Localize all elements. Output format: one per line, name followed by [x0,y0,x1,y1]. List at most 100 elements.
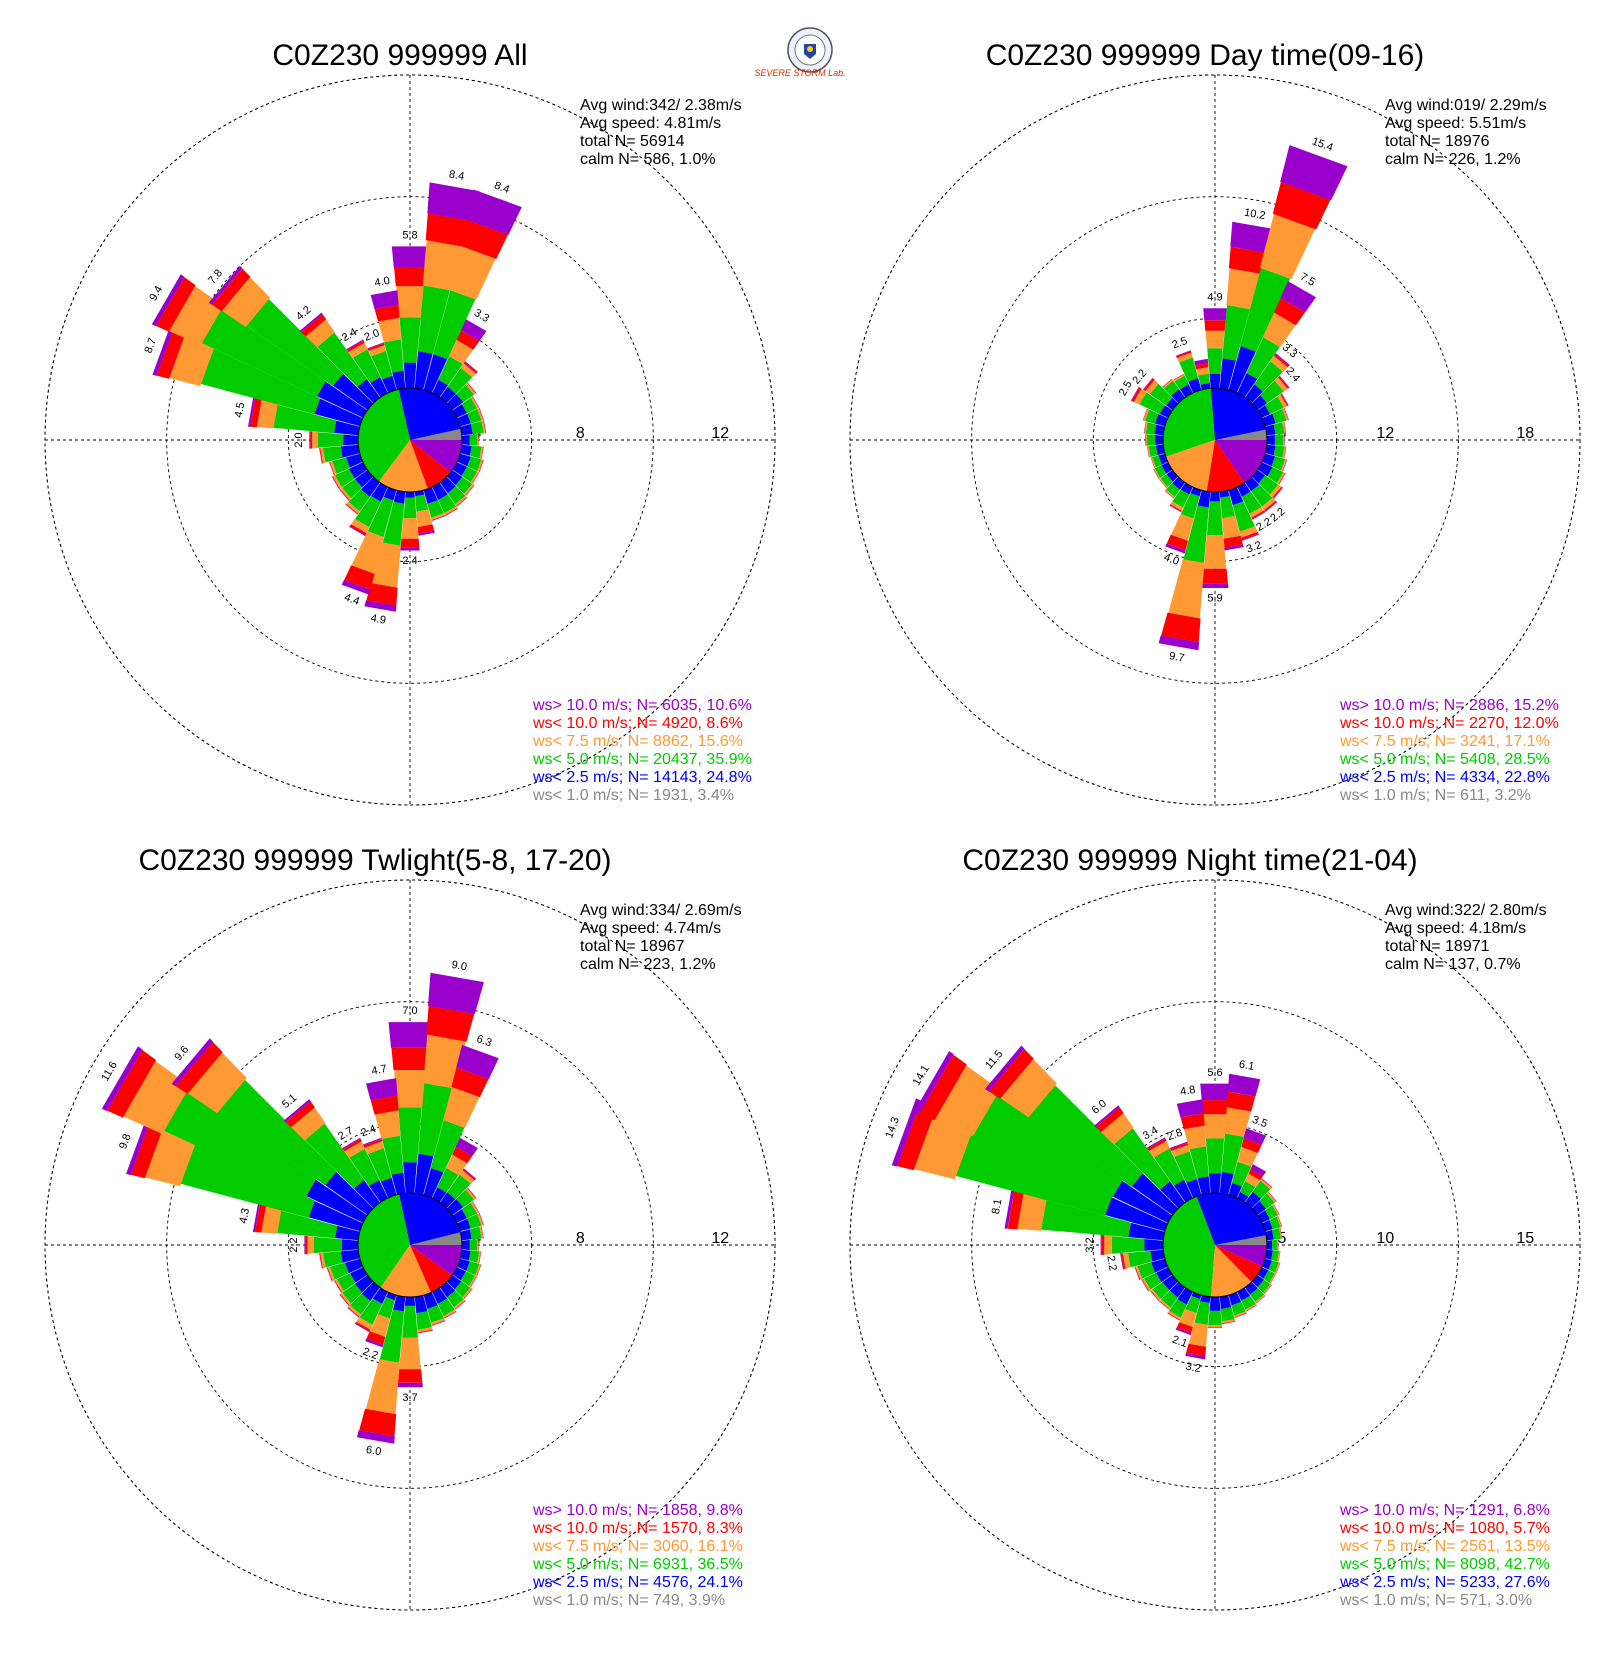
wind-bar-170 [414,1295,433,1334]
bar-segment [356,1430,395,1444]
bar-segment [346,453,363,468]
bar-segment [432,1287,448,1304]
bar-segment [1254,361,1283,392]
bar-segment [1112,1180,1173,1223]
wind-bar-30 [1237,281,1316,398]
wind-bar-100 [460,444,484,459]
stat-line: Avg speed: 5.51m/s [1385,115,1526,132]
legend-entry: ws> 10.0 m/s; N= 1858, 9.8% [532,1502,743,1519]
pie-slice [1162,388,1215,457]
bar-segment [1239,526,1258,538]
wind-bar-350 [366,1078,406,1195]
wind-bar-90 [1266,434,1285,446]
bar-segment [394,267,426,287]
bar-segment [145,1126,197,1187]
bar-segment [397,1369,423,1383]
wind-bar-240 [331,462,368,490]
wind-bar-50 [1251,1191,1277,1215]
bar-segment [356,1317,373,1330]
bar-segment [460,423,473,436]
bar-segment [348,489,370,512]
bar-segment [445,508,458,516]
bar-segment [1270,1273,1277,1284]
bar-segment [1207,348,1223,374]
bar-value-label: 2.4 [359,1123,377,1140]
bar-segment [414,351,433,390]
bar-segment [1184,1125,1207,1150]
bar-segment [465,485,475,496]
bar-segment [456,1044,499,1080]
bar-segment [331,476,340,490]
bar-segment [1194,358,1209,366]
speed-pie [1162,1192,1268,1298]
wind-bar-40 [1245,353,1290,404]
bar-segment [347,1307,360,1318]
bar-segment [342,1137,361,1150]
wind-bar-260 [319,444,360,464]
legend-entry: ws< 10.0 m/s; N= 1570, 8.3% [532,1520,743,1537]
bar-segment [1149,383,1173,406]
bar-segment [1159,479,1167,489]
bar-segment [1284,407,1289,421]
wind-bar-170 [1219,490,1244,551]
wind-bar-310 [984,1045,1179,1215]
wind-bar-290 [891,1098,1168,1232]
wind-bar-80 [460,1226,484,1241]
bar-value-label: 2.0 [293,432,305,447]
bar-segment [333,373,374,410]
bar-segment [478,459,484,473]
bar-segment [467,1187,477,1199]
bar-segment [1222,305,1250,361]
bar-segment [1275,353,1290,366]
bar-segment [1143,1272,1162,1290]
bar-segment [1143,377,1154,390]
wind-bar-140 [1245,476,1278,512]
bar-segment [169,332,215,387]
bar-segment [352,349,381,383]
bar-value-label: 3.3 [472,307,491,325]
bar-segment [1101,1113,1134,1145]
bar-segment [370,290,399,310]
stat-line: calm N= 137, 0.7% [1385,956,1521,973]
bar-segment [318,432,344,448]
stat-line: total N= 18967 [580,938,685,955]
bar-segment [378,317,402,343]
bar-segment [1155,444,1165,456]
bar-segment [1143,408,1150,421]
bar-segment [452,1146,473,1164]
wind-bar-310 [1143,377,1179,410]
bar-segment [476,1264,482,1277]
bar-segment [444,1311,457,1319]
bar-segment [1147,434,1156,446]
pie-slice [399,1193,461,1245]
bar-segment [1094,1105,1120,1128]
wind-bar-60 [452,1201,480,1223]
bar-segment [363,1137,382,1146]
bar-segment [456,497,468,507]
bar-segment [1164,490,1175,499]
bar-value-label: 3.2 [1245,539,1263,556]
bar-segment [366,583,398,606]
bar-segment [1271,456,1286,471]
bar-segment [481,1226,484,1239]
bar-segment [1251,1200,1267,1215]
bar-segment [431,1318,445,1326]
bar-segment [466,189,522,235]
wind-bar-350 [370,290,406,390]
bar-segment [1169,1299,1187,1318]
bar-segment [1121,1253,1126,1270]
bar-segment [350,1267,368,1283]
bar-segment [1180,1113,1205,1130]
bar-segment [180,1144,315,1218]
wind-bar-240 [334,1267,368,1293]
bar-segment [208,265,243,305]
bar-segment [384,339,404,373]
bar-segment [354,1180,380,1209]
bar-segment [472,472,480,484]
bar-segment [432,1187,447,1203]
bar-segment [1279,375,1290,388]
bar-segment [1241,533,1260,541]
bar-segment [107,1050,157,1118]
bar-segment [1282,408,1289,421]
